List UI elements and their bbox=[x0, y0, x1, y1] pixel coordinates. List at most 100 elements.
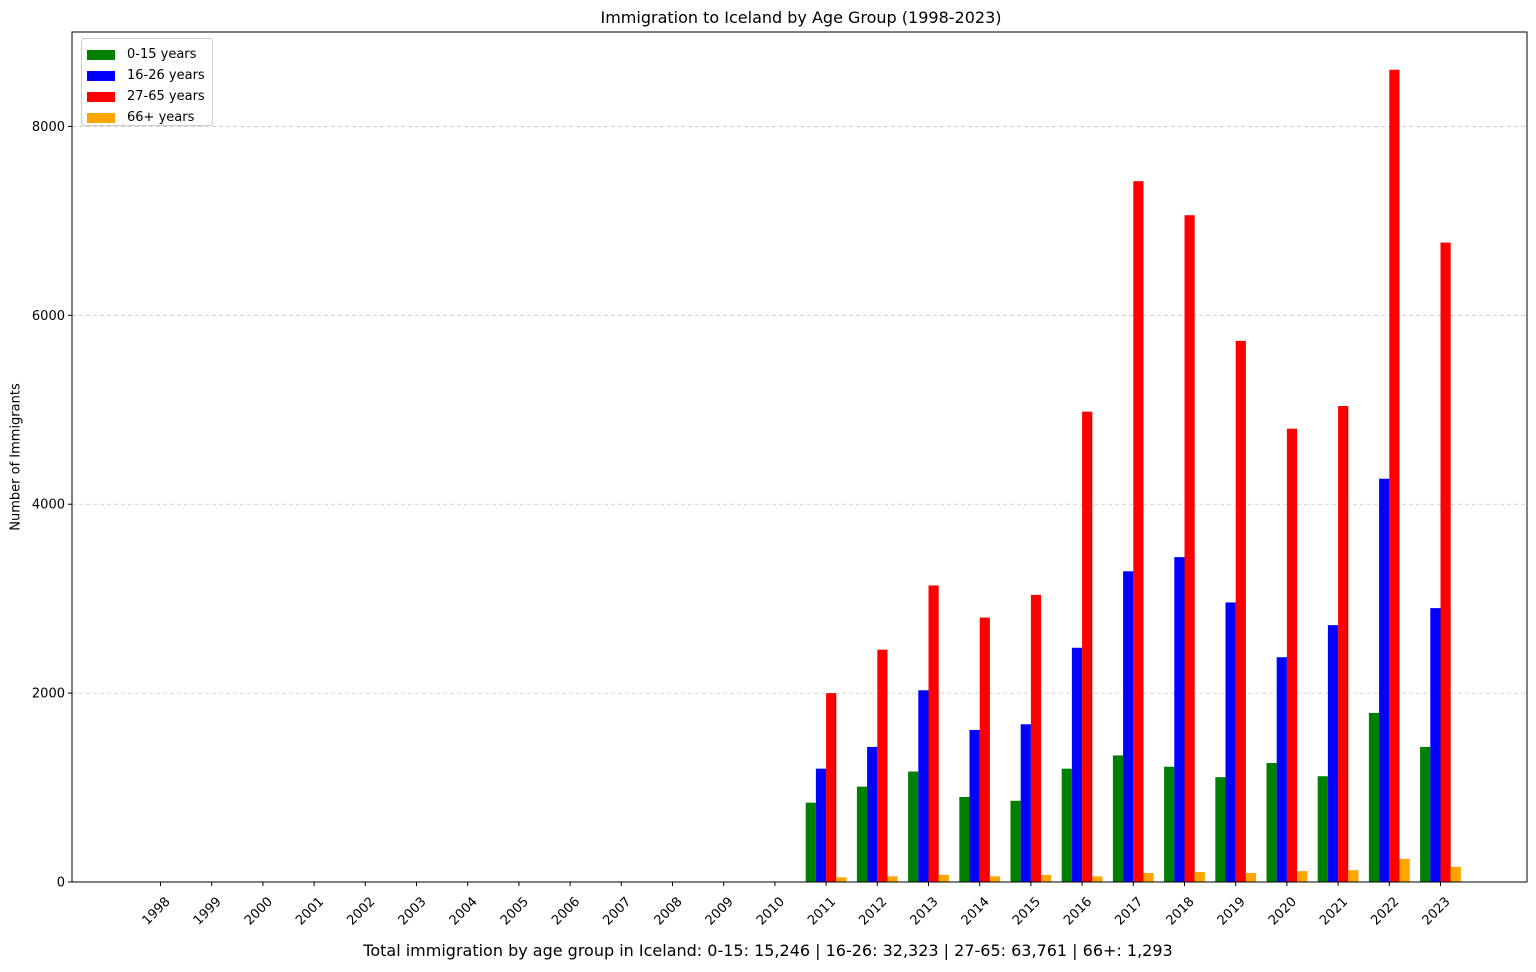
legend-label: 16-26 years bbox=[127, 68, 205, 83]
bar bbox=[815, 768, 827, 882]
x-tick-label: 2004 bbox=[447, 894, 481, 928]
x-tick-label: 2018 bbox=[1164, 894, 1198, 928]
x-tick-label: 2020 bbox=[1266, 894, 1300, 928]
x-tick-label: 1998 bbox=[140, 894, 174, 928]
bar bbox=[867, 746, 878, 882]
bar bbox=[1030, 594, 1042, 882]
bar bbox=[1061, 768, 1072, 882]
bar bbox=[1450, 866, 1461, 882]
bar bbox=[1215, 777, 1226, 882]
y-tick-label: 0 bbox=[57, 876, 65, 891]
bar bbox=[1164, 766, 1175, 882]
x-tick-label: 2015 bbox=[1010, 894, 1044, 928]
bar bbox=[1041, 874, 1052, 882]
bar bbox=[1399, 858, 1410, 882]
bar bbox=[1379, 478, 1390, 882]
x-tick-label: 2017 bbox=[1112, 894, 1146, 928]
x-tick-label: 2006 bbox=[549, 894, 583, 928]
bar bbox=[1143, 873, 1154, 882]
bar bbox=[1082, 411, 1093, 882]
bar bbox=[979, 617, 990, 882]
x-tick-label: 2012 bbox=[856, 894, 890, 928]
legend-item-0-15: 0-15 years bbox=[87, 44, 212, 65]
bar bbox=[1389, 69, 1400, 882]
x-tick-label: 2000 bbox=[242, 894, 276, 928]
bar bbox=[1348, 870, 1359, 882]
x-tick-label: 2003 bbox=[396, 894, 430, 928]
bar bbox=[989, 876, 1001, 882]
legend-swatch bbox=[87, 112, 115, 123]
x-tick-label: 2010 bbox=[754, 894, 788, 928]
bar bbox=[1266, 763, 1277, 882]
bar bbox=[877, 649, 888, 882]
bars bbox=[805, 69, 1461, 883]
bar bbox=[836, 877, 847, 882]
bar bbox=[1123, 571, 1134, 882]
bar bbox=[1368, 712, 1380, 882]
legend-item-27-65: 27-65 years bbox=[87, 86, 212, 107]
x-tick-label: 2021 bbox=[1317, 894, 1351, 928]
bar bbox=[1317, 776, 1328, 882]
legend-item-66-plus: 66+ years bbox=[87, 107, 212, 128]
legend-label: 27-65 years bbox=[127, 89, 205, 104]
y-axis-label: Number of Immigrants bbox=[8, 383, 24, 531]
bar bbox=[918, 690, 929, 882]
bar bbox=[959, 797, 970, 882]
x-tick-label: 2009 bbox=[703, 894, 737, 928]
bar bbox=[928, 585, 939, 882]
bar bbox=[1440, 242, 1451, 883]
bar bbox=[1071, 647, 1083, 882]
legend-swatch bbox=[87, 91, 115, 102]
bar bbox=[1338, 406, 1349, 882]
x-tick-label: 2016 bbox=[1061, 894, 1095, 928]
x-tick-label: 2001 bbox=[293, 894, 327, 928]
legend-item-16-26: 16-26 years bbox=[87, 65, 212, 86]
bar bbox=[887, 876, 898, 882]
x-tick-label: 2022 bbox=[1368, 894, 1402, 928]
bar bbox=[1174, 557, 1185, 882]
x-tick-label: 2011 bbox=[805, 894, 839, 928]
legend-swatch bbox=[87, 49, 115, 60]
y-tick-label: 8000 bbox=[32, 120, 65, 135]
grid-lines bbox=[72, 126, 1527, 694]
bar bbox=[1430, 608, 1441, 882]
bar bbox=[1194, 872, 1205, 882]
x-tick-label: 1999 bbox=[191, 894, 225, 928]
legend-swatch bbox=[87, 70, 115, 81]
bar bbox=[1420, 746, 1431, 882]
bar bbox=[826, 693, 837, 882]
x-tick-label: 2019 bbox=[1215, 894, 1249, 928]
legend-label: 0-15 years bbox=[127, 47, 197, 62]
bar bbox=[1245, 873, 1257, 882]
bar bbox=[1327, 625, 1339, 882]
x-tick-label: 2023 bbox=[1420, 894, 1454, 928]
bar bbox=[908, 771, 919, 882]
bar bbox=[1286, 428, 1298, 882]
bar bbox=[1297, 871, 1308, 882]
x-tick-label: 2013 bbox=[908, 894, 942, 928]
x-axis-ticks: 1998 1999 2000 2001 2002 2003 2004 2005 2006 2007… bbox=[140, 882, 1454, 928]
axes-frame bbox=[71, 31, 1528, 883]
y-tick-label: 4000 bbox=[32, 498, 65, 513]
bar bbox=[1020, 724, 1031, 882]
bar bbox=[938, 874, 949, 882]
bar bbox=[1112, 755, 1124, 882]
y-axis-ticks: 0 2000 4000 6000 8000 bbox=[32, 120, 72, 891]
x-tick-label: 2005 bbox=[498, 894, 532, 928]
bar bbox=[1276, 657, 1287, 882]
legend: 0-15 years 16-26 years 27-65 years 66+ y… bbox=[81, 38, 213, 126]
x-tick-label: 2014 bbox=[959, 894, 993, 928]
bar bbox=[805, 802, 816, 882]
bar bbox=[1235, 340, 1246, 883]
x-tick-label: 2002 bbox=[344, 894, 378, 928]
bar bbox=[1184, 215, 1195, 883]
bar bbox=[1225, 602, 1236, 882]
bar bbox=[1010, 800, 1021, 882]
bar bbox=[1133, 181, 1144, 883]
legend-label: 66+ years bbox=[127, 110, 195, 125]
y-tick-label: 2000 bbox=[32, 687, 65, 702]
chart-footnote: Total immigration by age group in Icelan… bbox=[363, 941, 1173, 960]
chart-title: Immigration to Iceland by Age Group (199… bbox=[600, 8, 1002, 27]
y-tick-label: 6000 bbox=[32, 309, 65, 324]
